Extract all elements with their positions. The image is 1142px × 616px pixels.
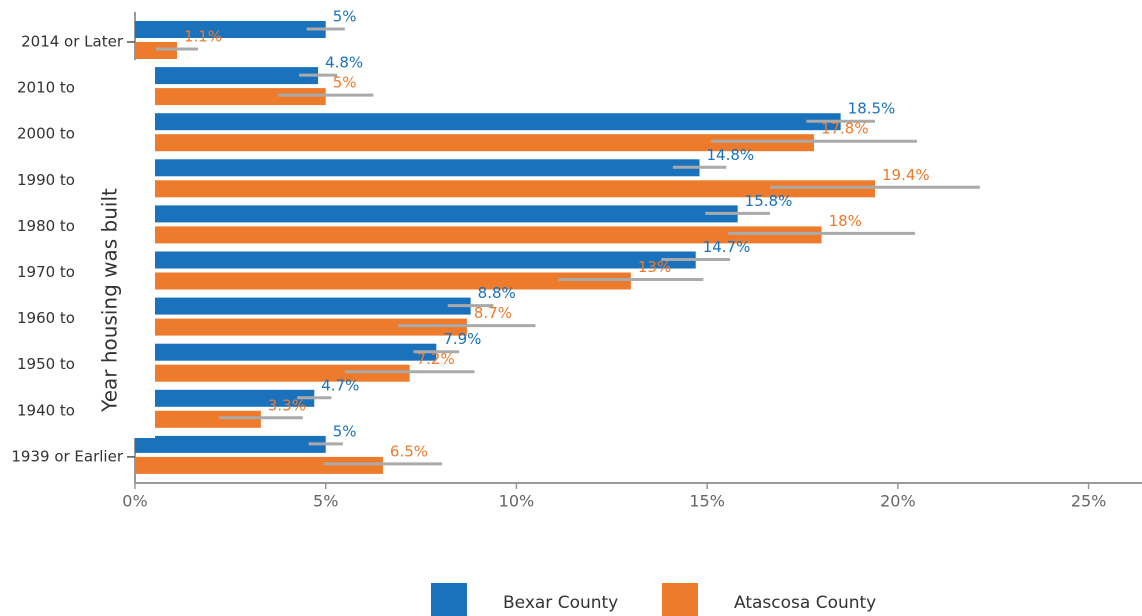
- value-label: 18%: [829, 212, 862, 230]
- bar: [135, 410, 261, 428]
- bar: [135, 297, 471, 315]
- bar: [135, 456, 383, 474]
- y-tick-label: 1950 to: [17, 355, 75, 373]
- value-label: 5%: [333, 422, 357, 440]
- value-label: 19.4%: [882, 166, 930, 184]
- bar: [135, 67, 319, 85]
- value-label: 17.8%: [821, 120, 869, 138]
- value-label: 15.8%: [745, 192, 793, 210]
- value-label: 1.1%: [184, 28, 222, 46]
- x-tick-label: 20%: [880, 492, 916, 511]
- y-axis-title: Year housing was built: [98, 188, 122, 413]
- bar: [135, 21, 326, 38]
- value-label: 5%: [333, 8, 357, 26]
- value-label: 8.8%: [478, 284, 516, 302]
- y-tick-label: 1960 to: [17, 309, 75, 327]
- value-label: 7.9%: [443, 330, 481, 348]
- y-tick-label: 1939 or Earlier: [11, 447, 123, 465]
- bar: [135, 113, 841, 131]
- bar: [135, 134, 814, 152]
- bar: [135, 180, 875, 198]
- bar: [135, 318, 467, 336]
- value-label: 3.3%: [268, 396, 306, 414]
- y-tick-label: 2010 to: [17, 79, 75, 97]
- bar: [135, 88, 326, 106]
- value-label: 13%: [638, 258, 671, 276]
- value-label: 4.7%: [321, 376, 359, 394]
- bar: [135, 226, 822, 244]
- y-tick-label: 2000 to: [17, 125, 75, 143]
- legend-swatch: [431, 583, 467, 616]
- x-tick-label: 0%: [122, 492, 147, 511]
- value-label: 8.7%: [474, 304, 512, 322]
- legend-label: Bexar County: [503, 593, 618, 613]
- overlay: [75, 60, 155, 438]
- value-label: 14.8%: [707, 146, 755, 164]
- y-tick-label: 1990 to: [17, 171, 75, 189]
- bar: [135, 435, 326, 453]
- x-tick-label: 5%: [313, 492, 338, 511]
- x-tick-label: 15%: [689, 492, 725, 511]
- y-tick-label: 1980 to: [17, 217, 75, 235]
- value-label: 18.5%: [848, 100, 896, 118]
- bar: [135, 251, 696, 269]
- value-label: 6.5%: [390, 442, 428, 460]
- y-tick-label: 1970 to: [17, 263, 75, 281]
- value-label: 7.2%: [417, 350, 455, 368]
- x-tick-label: 25%: [1071, 492, 1107, 511]
- legend-swatch: [662, 583, 698, 616]
- value-label: 5%: [333, 74, 357, 92]
- y-tick-label: 2014 or Later: [21, 33, 124, 51]
- bar: [135, 42, 177, 59]
- bar: [135, 205, 738, 223]
- bar: [135, 343, 437, 361]
- y-tick-label: 1940 to: [17, 401, 75, 419]
- value-label: 4.8%: [325, 54, 363, 72]
- x-tick-label: 10%: [499, 492, 535, 511]
- bar: [135, 159, 700, 177]
- bar: [135, 364, 410, 382]
- legend-label: Atascosa County: [734, 593, 876, 613]
- bar: [135, 272, 631, 290]
- value-label: 14.7%: [703, 238, 751, 256]
- bar: [135, 389, 315, 407]
